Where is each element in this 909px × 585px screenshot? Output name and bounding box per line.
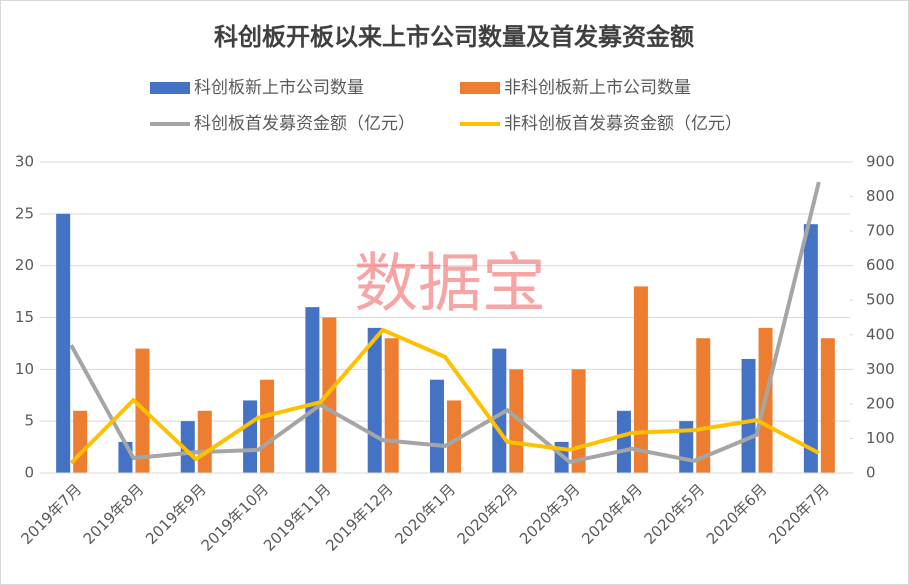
y2-tick-label: 200 <box>866 394 895 412</box>
bar <box>803 224 818 473</box>
bar <box>56 213 71 474</box>
legend-label: 非科创板新上市公司数量 <box>504 78 691 98</box>
bar <box>633 286 648 473</box>
bar <box>820 338 835 473</box>
bar <box>447 400 461 473</box>
y2-tick-label: 500 <box>866 291 895 309</box>
y2-tick-label: 900 <box>866 153 895 171</box>
y2-tick-label: 300 <box>866 360 895 378</box>
legend-label: 科创板新上市公司数量 <box>194 78 364 98</box>
y-tick-label: 30 <box>15 153 34 171</box>
bar <box>73 410 88 473</box>
bar <box>741 358 756 473</box>
legend-label: 非科创板首发募资金额（亿元） <box>504 114 742 134</box>
chart-title: 科创板开板以来上市公司数量及首发募资金额 <box>214 23 694 51</box>
bar <box>260 379 275 473</box>
bar <box>384 338 399 473</box>
bar <box>430 379 444 473</box>
legend-swatch <box>460 82 500 94</box>
bar <box>180 421 195 473</box>
y-tick-label: 20 <box>15 256 34 274</box>
y2-tick-label: 100 <box>866 429 895 447</box>
bar <box>243 400 258 473</box>
y2-tick-label: 700 <box>866 222 895 240</box>
bar <box>492 348 507 473</box>
bar <box>305 307 320 473</box>
legend-swatch <box>150 82 190 94</box>
y2-tick-label: 800 <box>866 187 895 205</box>
legend-label: 科创板首发募资金额（亿元） <box>194 114 415 134</box>
y-tick-label: 15 <box>15 308 34 326</box>
bar <box>696 338 711 473</box>
y2-tick-label: 600 <box>866 256 895 274</box>
watermark: 数据宝 <box>354 248 546 322</box>
y2-tick-label: 400 <box>866 325 895 343</box>
bar <box>367 327 382 473</box>
bar <box>616 410 631 473</box>
y-tick-label: 0 <box>24 464 34 482</box>
y-tick-label: 25 <box>15 204 34 222</box>
line <box>69 327 820 465</box>
y-tick-label: 10 <box>15 360 34 378</box>
y2-tick-label: 0 <box>866 464 876 482</box>
bar <box>322 317 337 473</box>
line <box>69 181 821 464</box>
y-tick-label: 5 <box>24 412 34 430</box>
bar <box>197 410 212 473</box>
bar <box>509 369 524 473</box>
